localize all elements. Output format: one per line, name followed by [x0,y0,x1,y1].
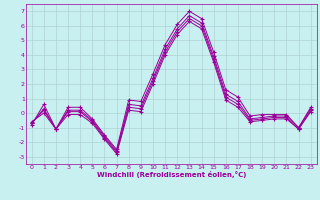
X-axis label: Windchill (Refroidissement éolien,°C): Windchill (Refroidissement éolien,°C) [97,171,246,178]
